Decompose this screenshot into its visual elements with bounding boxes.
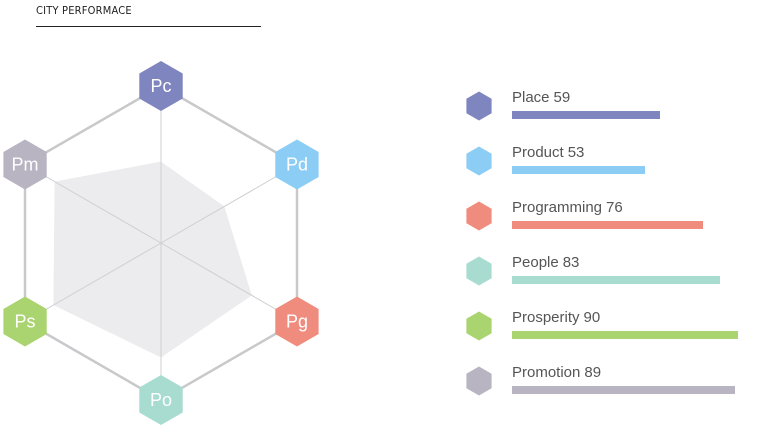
radar-area <box>53 161 252 358</box>
radar-node-label: Po <box>150 390 172 410</box>
radar-node-po: Po <box>139 375 183 425</box>
radar-node-pm: Pm <box>3 139 47 190</box>
radar-chart: Pc Pd Pg Po Ps Pm <box>3 61 319 425</box>
radar-spoke-pd <box>160 164 298 244</box>
legend-value: 76 <box>606 199 623 216</box>
radar-node-label: Pm <box>12 155 39 175</box>
legend-bar <box>512 276 721 284</box>
legend-name: People <box>512 254 559 271</box>
radar-node-hexagon <box>275 296 319 347</box>
legend-hexagon-icon <box>466 201 492 231</box>
legend-name: Programming <box>512 199 603 216</box>
legend-value: 83 <box>562 254 580 271</box>
legend-name: Promotion <box>512 364 581 381</box>
radar-node-hexagon <box>3 139 47 190</box>
radar-spoke-pg <box>160 242 298 322</box>
radar-node-label: Ps <box>14 312 35 332</box>
legend-label: Place 59 <box>512 89 574 106</box>
radar-node-hexagon <box>3 296 47 347</box>
radar-node-label: Pc <box>150 76 171 96</box>
chart-title: CITY PERFORMACE <box>36 4 132 17</box>
legend-label: Promotion 89 <box>512 364 605 381</box>
legend-value: 90 <box>583 309 601 326</box>
legend-hexagon-icon <box>466 146 492 176</box>
legend-label: People 83 <box>512 254 583 271</box>
radar-nodes: Pc Pd Pg Po Ps Pm <box>3 61 319 425</box>
legend-bar <box>512 166 645 174</box>
legend-hexagon-icon <box>466 311 492 341</box>
legend-label: Prosperity 90 <box>512 309 604 326</box>
title-underline <box>36 26 261 27</box>
legend-bar <box>512 386 736 394</box>
legend-item-product: Product 53 <box>465 144 763 186</box>
legend-name: Prosperity <box>512 309 580 326</box>
radar-node-hexagon <box>139 61 183 111</box>
legend-item-place: Place 59 <box>465 89 763 131</box>
legend-label: Programming 76 <box>512 199 627 216</box>
legend-hexagon-icon <box>466 91 492 121</box>
legend-hexagon-icon <box>466 256 492 286</box>
legend-hexagon-icon <box>466 366 492 396</box>
legend-item-programming: Programming 76 <box>465 199 763 241</box>
radar-spoke-pm <box>24 164 162 244</box>
radar-spoke-ps <box>24 242 162 322</box>
radar-node-ps: Ps <box>3 296 47 347</box>
legend-bar <box>512 331 738 339</box>
radar-node-label: Pd <box>286 155 308 175</box>
legend-item-people: People 83 <box>465 254 763 296</box>
legend-label: Product 53 <box>512 144 588 161</box>
legend-item-prosperity: Prosperity 90 <box>465 309 763 351</box>
radar-node-label: Pg <box>286 312 308 332</box>
legend-name: Place <box>512 89 550 106</box>
legend-value: 53 <box>567 144 585 161</box>
radar-node-pc: Pc <box>139 61 183 111</box>
radar-node-hexagon <box>275 139 319 190</box>
legend-item-promotion: Promotion 89 <box>465 364 763 406</box>
radar-node-pd: Pd <box>275 139 319 190</box>
legend-value: 89 <box>584 364 602 381</box>
legend-name: Product <box>512 144 564 161</box>
legend-value: 59 <box>553 89 571 106</box>
radar-node-pg: Pg <box>275 296 319 347</box>
legend-bar <box>512 111 661 119</box>
radar-node-hexagon <box>139 375 183 425</box>
radar-spokes <box>24 86 298 400</box>
legend-bar <box>512 221 703 229</box>
